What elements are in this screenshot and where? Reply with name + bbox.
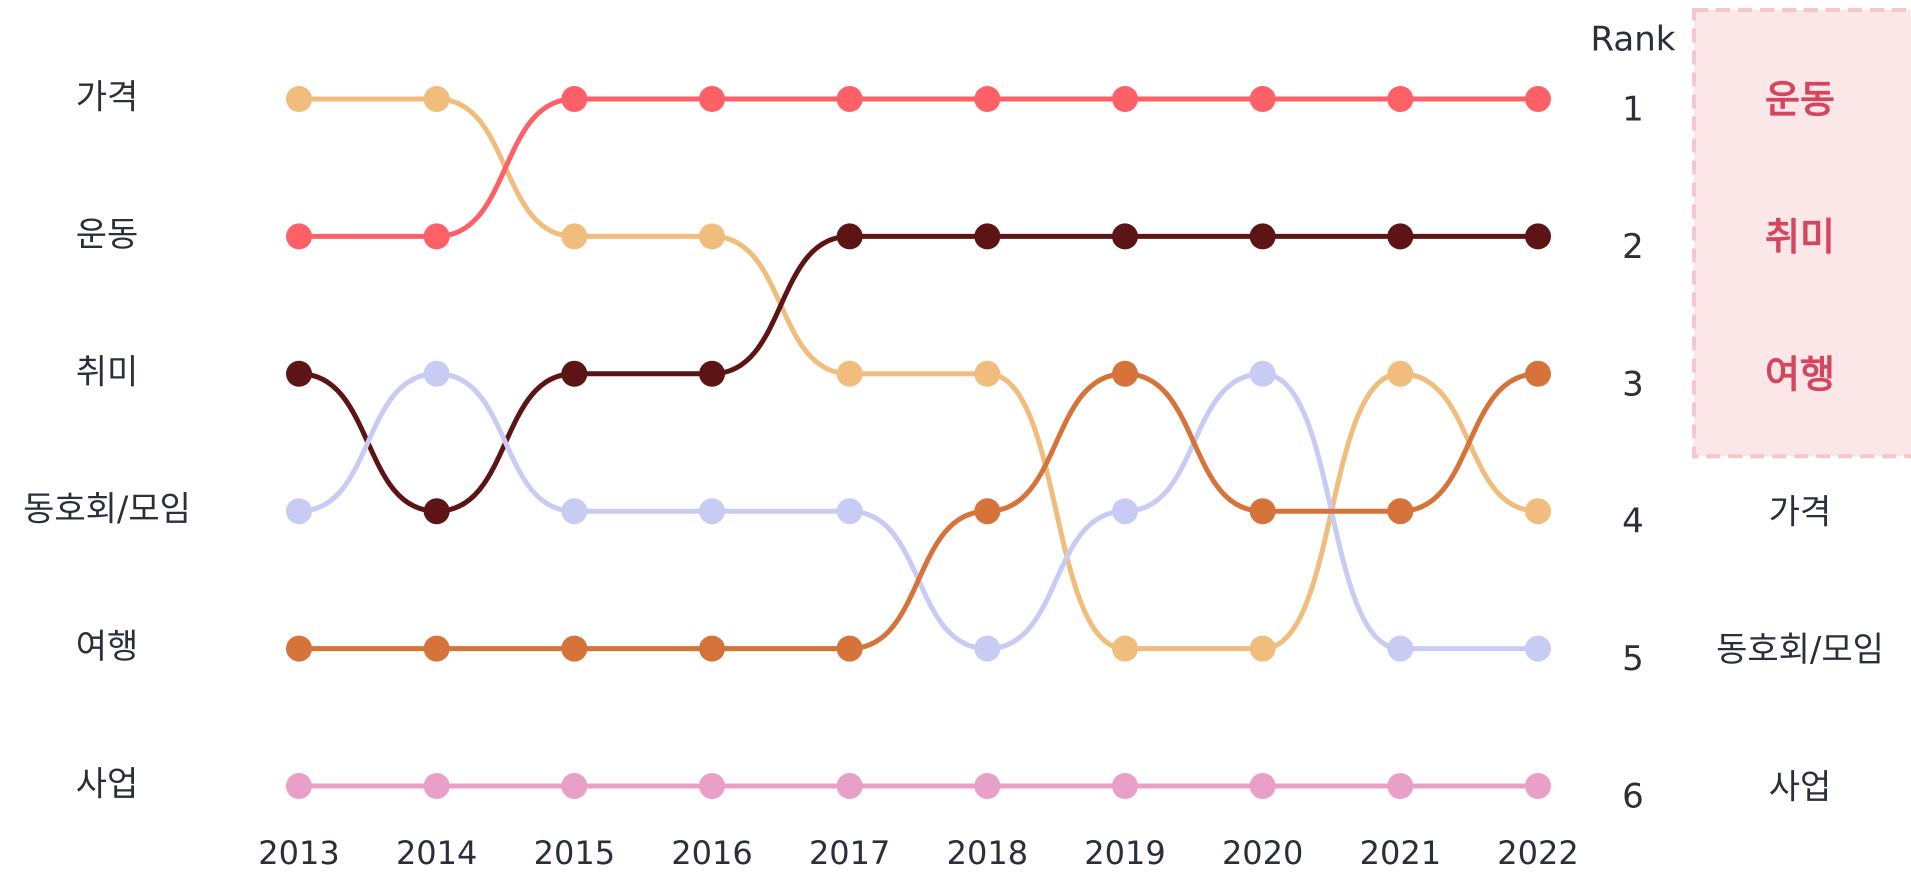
start-label: 사업 (76, 765, 139, 805)
x-tick-label: 2020 (1222, 834, 1303, 872)
bump-dot (1387, 498, 1414, 525)
bump-dot (1525, 360, 1551, 387)
end-label: 운동 (1765, 78, 1835, 122)
bump-dot (1249, 223, 1276, 250)
x-tick-label: 2014 (396, 834, 477, 872)
rank-tick-label: 2 (1622, 227, 1644, 267)
start-label: 취미 (76, 352, 139, 392)
rank-tick-label: 6 (1622, 777, 1644, 817)
bump-dot (974, 635, 1001, 662)
bump-dot (1249, 773, 1276, 799)
bump-dot (561, 360, 588, 387)
bump-dot (974, 223, 1001, 250)
bump-dot (1112, 223, 1138, 250)
rank-tick-label: 1 (1622, 90, 1644, 130)
bump-dot (974, 773, 1001, 799)
bump-dot (1387, 360, 1414, 387)
bump-dot (1249, 360, 1276, 387)
x-tick-label: 2022 (1497, 834, 1578, 872)
end-label: 가격 (1769, 493, 1832, 533)
bump-dot (1387, 223, 1414, 250)
bump-dot (974, 86, 1001, 112)
bump-dot (423, 635, 450, 662)
rank-tick-label: 4 (1622, 502, 1644, 542)
bump-dot (699, 635, 725, 662)
bump-dot (836, 498, 863, 525)
bump-dot (423, 86, 450, 112)
bump-dot (699, 773, 725, 799)
rank-tick-label: 5 (1622, 639, 1644, 679)
bump-dot (1112, 635, 1138, 662)
bump-dot (699, 360, 725, 387)
bump-dot (1249, 635, 1276, 662)
bump-dot (286, 498, 312, 525)
bump-dot (1525, 773, 1551, 799)
bump-dot (423, 223, 450, 250)
start-label: 동호회/모임 (23, 490, 191, 530)
bump-dot (836, 360, 863, 387)
bump-dot (286, 86, 312, 112)
bump-line (298, 96, 1539, 652)
x-tick-label: 2015 (534, 834, 615, 872)
bump-dot (1112, 360, 1138, 387)
bump-dot (561, 498, 588, 525)
bump-line (298, 371, 1538, 652)
bump-dot (1525, 635, 1551, 662)
bump-dot (423, 360, 450, 387)
rank-label: Rank (1591, 20, 1676, 60)
start-label: 가격 (76, 78, 139, 118)
bump-dot (836, 86, 863, 112)
bump-dot (1249, 498, 1276, 525)
bump-dot (1525, 498, 1551, 525)
end-label: 동호회/모임 (1716, 630, 1884, 670)
bump-dot (699, 86, 725, 112)
x-tick-label: 2019 (1084, 834, 1165, 872)
bump-dot (836, 635, 863, 662)
bump-line (299, 371, 1539, 652)
bump-dot (1525, 223, 1551, 250)
bump-dot (1525, 86, 1551, 112)
bump-dot (286, 773, 312, 799)
bump-dot (561, 635, 588, 662)
bump-dot (1387, 635, 1414, 662)
bump-dot (1112, 498, 1138, 525)
bump-dot (423, 498, 450, 525)
x-tick-label: 2018 (947, 834, 1028, 872)
x-tick-label: 2016 (671, 834, 752, 872)
rank-tick-label: 3 (1622, 364, 1644, 404)
bump-dot (561, 773, 588, 799)
start-label: 여행 (76, 627, 139, 667)
end-label: 여행 (1765, 352, 1835, 396)
start-label: 운동 (76, 215, 139, 255)
bump-dot (1249, 86, 1276, 112)
end-label: 취미 (1765, 215, 1835, 259)
bump-dot (974, 498, 1001, 525)
bump-dot (836, 223, 863, 250)
bump-dot (286, 360, 312, 387)
x-tick-label: 2017 (809, 834, 890, 872)
bump-dot (699, 223, 725, 250)
bump-line (298, 96, 1538, 239)
bump-dot (836, 773, 863, 799)
bump-dot (561, 86, 588, 112)
highlight-box (1692, 8, 1911, 459)
bump-dot (286, 223, 312, 250)
x-tick-label: 2013 (258, 834, 339, 872)
bump-dot (286, 635, 312, 662)
bump-dot (561, 223, 588, 250)
bump-dot (1387, 773, 1414, 799)
bump-dot (1112, 773, 1138, 799)
bump-dot (699, 498, 725, 525)
bump-dot (1112, 86, 1138, 112)
bump-dot (1387, 86, 1414, 112)
x-tick-label: 2021 (1360, 834, 1441, 872)
end-label: 사업 (1769, 768, 1832, 808)
bump-dot (423, 773, 450, 799)
bump-dot (974, 360, 1001, 387)
